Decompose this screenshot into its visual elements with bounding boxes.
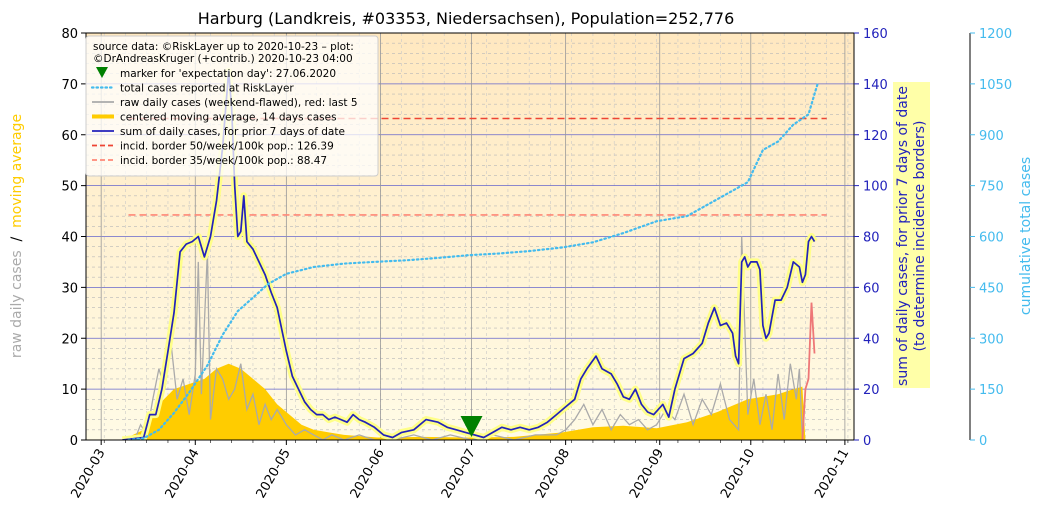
right-y-tick-label: 120 <box>863 129 888 144</box>
x-tick-label: 2020-11 <box>812 447 852 502</box>
x-tick-label: 2020-08 <box>533 447 573 502</box>
legend-source-line2: ©DrAndreasKruger (+contrib.) 2020-10-23 … <box>93 53 353 65</box>
y-axis-right-cumulative: 0 150 300 450 600 750 900 1050 1200 <box>969 27 1012 449</box>
cumulative-axis-label: cumulative total cases <box>1018 157 1034 315</box>
svg-text:raw daily cases / moving ave: raw daily cases / moving average <box>9 114 25 358</box>
right-y-tick-label: 20 <box>863 383 880 398</box>
x-axis: 2020-03 2020-04 2020-05 2020-06 2020-07 2020-… <box>68 440 852 501</box>
right-y-tick-label: 160 <box>863 27 888 42</box>
left-y-tick-label: 10 <box>61 383 78 398</box>
expectation-day-marker <box>460 416 483 437</box>
left-y-tick-label: 50 <box>61 180 78 195</box>
left-axis-label-separator: / <box>9 228 25 251</box>
right-y-tick-label: 40 <box>863 332 880 347</box>
legend: source data: ©RiskLayer up to 2020-10-23… <box>85 35 379 177</box>
legend-marker-swatch <box>96 67 108 78</box>
x-tick-label: 2020-06 <box>348 447 388 502</box>
cumulative-y-tick-label: 750 <box>979 180 1004 195</box>
right-y-tick-label: 80 <box>863 231 880 246</box>
y-axis-left: 0 10 20 30 40 50 60 70 80 <box>61 27 86 449</box>
cumulative-y-tick-label: 300 <box>979 332 1004 347</box>
left-y-tick-label: 80 <box>61 27 78 42</box>
legend-box <box>85 35 379 177</box>
legend-entry-label: raw daily cases (weekend-flawed), red: l… <box>120 97 358 109</box>
total-cases-line <box>127 82 819 440</box>
left-y-tick-label: 40 <box>61 231 78 246</box>
legend-source-line1: source data: ©RiskLayer up to 2020-10-23… <box>93 41 354 53</box>
left-y-tick-label: 60 <box>61 129 78 144</box>
left-axis-label-average: moving average <box>9 114 25 228</box>
cumulative-y-tick-label: 1050 <box>979 78 1012 93</box>
right-y-tick-label: 0 <box>863 434 871 449</box>
x-tick-label: 2020-04 <box>163 447 203 502</box>
left-y-tick-label: 30 <box>61 281 78 296</box>
raw-daily-last5-line <box>801 302 816 440</box>
legend-entry-label: total cases reported at RiskLayer <box>120 83 294 95</box>
legend-entry-label: incid. border 50/week/100k pop.: 126.39 <box>120 141 334 153</box>
right-y-tick-label: 100 <box>863 180 888 195</box>
legend-entry-label: incid. border 35/week/100k pop.: 88.47 <box>120 155 327 167</box>
right-axis-label-line2: (to determine incidence borders) <box>912 121 928 352</box>
right-axis-label-highlight <box>893 82 930 388</box>
x-tick-label: 2020-07 <box>439 447 479 502</box>
cumulative-y-tick-label: 900 <box>979 129 1004 144</box>
left-y-tick-label: 20 <box>61 332 78 347</box>
raw-daily-cases-line <box>122 236 804 440</box>
left-axis-label: raw daily cases / moving average <box>9 114 25 358</box>
y-axis-right-weekly-sum: 0 20 40 60 80 100 120 140 160 <box>854 27 888 449</box>
x-tick-label: 2020-03 <box>68 447 108 502</box>
moving-average-area <box>122 363 806 440</box>
left-y-tick-label: 0 <box>70 434 78 449</box>
cumulative-y-tick-label: 0 <box>979 434 987 449</box>
right-y-tick-label: 140 <box>863 78 888 93</box>
cumulative-y-tick-label: 150 <box>979 383 1004 398</box>
x-tick-label: 2020-10 <box>718 447 758 502</box>
x-tick-label: 2020-05 <box>254 447 294 502</box>
legend-entry-label: centered moving average, 14 days cases <box>120 112 337 124</box>
x-tick-label: 2020-09 <box>627 447 667 502</box>
cumulative-y-tick-label: 1200 <box>979 27 1012 42</box>
right-axis-label-line1: sum of daily cases, for prior 7 days of … <box>895 86 911 386</box>
left-y-tick-label: 70 <box>61 78 78 93</box>
cumulative-y-tick-label: 600 <box>979 231 1004 246</box>
right-y-tick-label: 60 <box>863 281 880 296</box>
legend-entry-label: sum of daily cases, for prior 7 days of … <box>120 126 345 138</box>
cumulative-y-tick-label: 450 <box>979 281 1004 296</box>
left-axis-label-raw: raw daily cases <box>9 250 25 358</box>
chart-title: Harburg (Landkreis, #03353, Niedersachse… <box>198 9 735 28</box>
legend-entry-label: marker for 'expectation day': 27.06.2020 <box>120 68 336 80</box>
